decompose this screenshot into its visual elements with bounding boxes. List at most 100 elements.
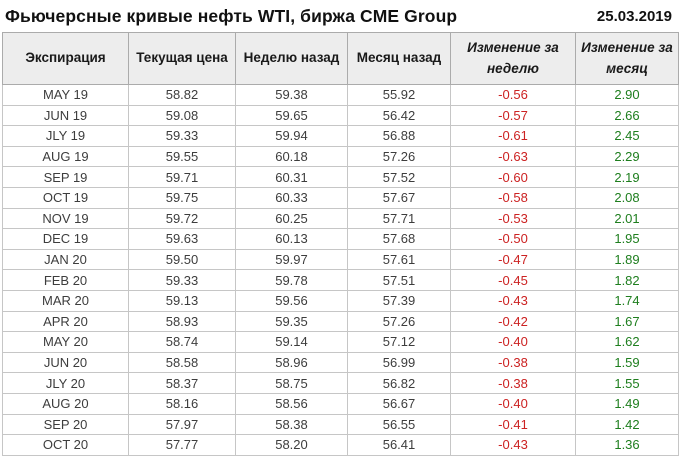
cell-week-change: -0.56: [450, 84, 576, 106]
cell-current-price: 58.58: [128, 351, 236, 374]
table-header-row: Экспирация Текущая цена Неделю назад Мес…: [2, 32, 679, 85]
futures-table: Экспирация Текущая цена Неделю назад Мес…: [2, 32, 679, 456]
cell-current-price: 58.82: [128, 84, 236, 106]
column-header-expiration: Экспирация: [2, 32, 129, 85]
cell-month-change: 1.67: [575, 310, 679, 333]
cell-current-price: 59.55: [128, 145, 236, 168]
cell-week-ago: 58.20: [235, 434, 348, 456]
cell-month-ago: 57.71: [347, 207, 451, 230]
cell-month-ago: 56.67: [347, 392, 451, 415]
cell-expiration: MAY 19: [2, 84, 129, 106]
table-row: FEB 20 59.33 59.78 57.51 -0.45 1.82: [2, 269, 679, 291]
cell-week-change: -0.41: [450, 413, 576, 436]
cell-week-ago: 59.97: [235, 248, 348, 271]
table-row: AUG 19 59.55 60.18 57.26 -0.63 2.29: [2, 145, 679, 168]
cell-expiration: FEB 20: [2, 269, 129, 291]
table-row: JAN 20 59.50 59.97 57.61 -0.47 1.89: [2, 248, 679, 271]
column-header-week-change: Изменение за неделю: [450, 32, 576, 85]
table-row: JUN 20 58.58 58.96 56.99 -0.38 1.59: [2, 351, 679, 374]
cell-current-price: 57.77: [128, 434, 236, 456]
cell-week-change: -0.61: [450, 125, 576, 147]
cell-week-change: -0.43: [450, 434, 576, 456]
cell-expiration: MAY 20: [2, 331, 129, 353]
cell-month-ago: 56.99: [347, 351, 451, 374]
cell-week-change: -0.43: [450, 289, 576, 312]
cell-month-change: 1.36: [575, 434, 679, 456]
cell-current-price: 59.72: [128, 207, 236, 230]
table-row: DEC 19 59.63 60.13 57.68 -0.50 1.95: [2, 228, 679, 250]
cell-week-ago: 59.78: [235, 269, 348, 291]
cell-expiration: JUN 20: [2, 351, 129, 374]
table-row: MAY 19 58.82 59.38 55.92 -0.56 2.90: [2, 84, 679, 106]
cell-current-price: 59.71: [128, 166, 236, 188]
table-row: OCT 19 59.75 60.33 57.67 -0.58 2.08: [2, 186, 679, 209]
cell-week-ago: 58.38: [235, 413, 348, 436]
cell-month-change: 1.89: [575, 248, 679, 271]
cell-expiration: AUG 19: [2, 145, 129, 168]
cell-month-change: 1.74: [575, 289, 679, 312]
report-date: 25.03.2019: [596, 7, 672, 25]
cell-expiration: AUG 20: [2, 392, 129, 415]
cell-month-change: 2.19: [575, 166, 679, 188]
column-header-month-change: Изменение за месяц: [575, 32, 679, 85]
cell-month-ago: 56.41: [347, 434, 451, 456]
cell-current-price: 59.63: [128, 228, 236, 250]
cell-month-change: 1.82: [575, 269, 679, 291]
cell-month-change: 2.90: [575, 84, 679, 106]
cell-week-change: -0.45: [450, 269, 576, 291]
cell-week-change: -0.47: [450, 248, 576, 271]
cell-current-price: 58.37: [128, 372, 236, 394]
cell-week-ago: 59.94: [235, 125, 348, 147]
cell-month-ago: 57.39: [347, 289, 451, 312]
cell-week-ago: 58.75: [235, 372, 348, 394]
cell-week-change: -0.60: [450, 166, 576, 188]
column-header-week-ago: Неделю назад: [235, 32, 348, 85]
table-row: SEP 19 59.71 60.31 57.52 -0.60 2.19: [2, 166, 679, 188]
cell-current-price: 59.75: [128, 186, 236, 209]
cell-current-price: 58.93: [128, 310, 236, 333]
cell-month-ago: 57.52: [347, 166, 451, 188]
cell-week-change: -0.40: [450, 392, 576, 415]
cell-month-ago: 56.42: [347, 104, 451, 127]
cell-expiration: NOV 19: [2, 207, 129, 230]
cell-expiration: MAR 20: [2, 289, 129, 312]
cell-week-change: -0.57: [450, 104, 576, 127]
cell-month-ago: 57.61: [347, 248, 451, 271]
table-row: JUN 19 59.08 59.65 56.42 -0.57 2.66: [2, 104, 679, 127]
cell-week-ago: 59.65: [235, 104, 348, 127]
cell-week-ago: 59.14: [235, 331, 348, 353]
cell-month-change: 2.01: [575, 207, 679, 230]
cell-month-change: 1.59: [575, 351, 679, 374]
cell-expiration: JAN 20: [2, 248, 129, 271]
cell-month-change: 1.55: [575, 372, 679, 394]
cell-month-change: 2.66: [575, 104, 679, 127]
cell-expiration: JLY 20: [2, 372, 129, 394]
cell-week-change: -0.50: [450, 228, 576, 250]
cell-expiration: JLY 19: [2, 125, 129, 147]
cell-week-change: -0.53: [450, 207, 576, 230]
cell-month-ago: 57.68: [347, 228, 451, 250]
cell-expiration: OCT 20: [2, 434, 129, 456]
table-row: NOV 19 59.72 60.25 57.71 -0.53 2.01: [2, 207, 679, 230]
cell-month-change: 2.29: [575, 145, 679, 168]
cell-week-ago: 60.31: [235, 166, 348, 188]
column-header-current-price: Текущая цена: [128, 32, 236, 85]
cell-week-change: -0.42: [450, 310, 576, 333]
cell-current-price: 59.33: [128, 125, 236, 147]
cell-month-ago: 57.51: [347, 269, 451, 291]
page-title: Фьючерсные кривые нефть WTI, биржа CME G…: [5, 5, 458, 26]
cell-week-ago: 58.96: [235, 351, 348, 374]
cell-expiration: SEP 20: [2, 413, 129, 436]
cell-week-change: -0.38: [450, 351, 576, 374]
cell-week-ago: 58.56: [235, 392, 348, 415]
cell-week-ago: 59.35: [235, 310, 348, 333]
cell-current-price: 59.33: [128, 269, 236, 291]
cell-month-ago: 56.88: [347, 125, 451, 147]
cell-month-change: 2.45: [575, 125, 679, 147]
cell-week-ago: 59.56: [235, 289, 348, 312]
cell-week-ago: 59.38: [235, 84, 348, 106]
table-row: MAR 20 59.13 59.56 57.39 -0.43 1.74: [2, 289, 679, 312]
cell-month-ago: 57.12: [347, 331, 451, 353]
cell-week-change: -0.58: [450, 186, 576, 209]
cell-month-ago: 56.55: [347, 413, 451, 436]
